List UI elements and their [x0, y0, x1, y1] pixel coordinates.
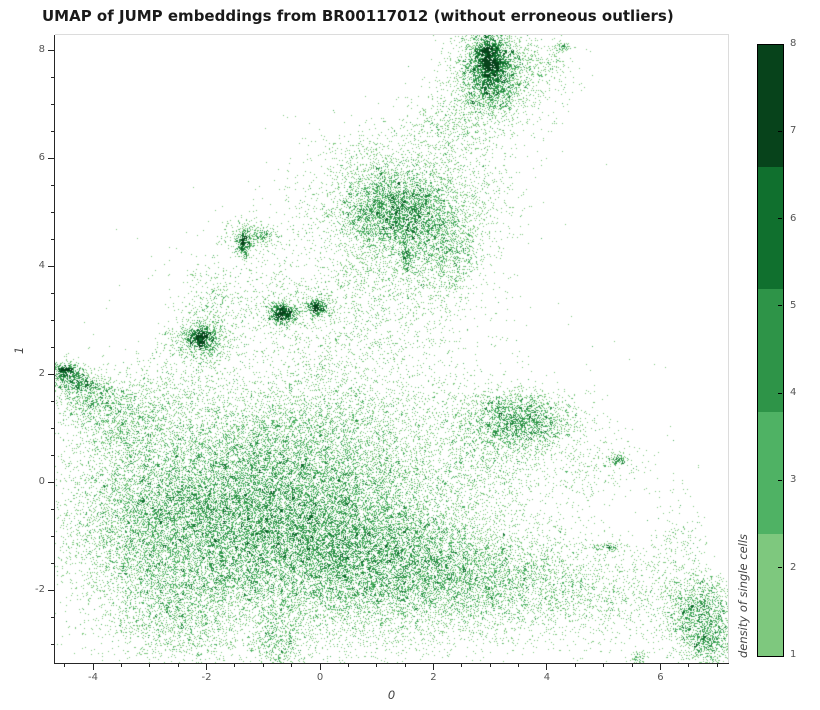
y-axis-minor-tick	[51, 454, 54, 456]
colorbar-tick-label: 1	[790, 649, 797, 660]
y-axis-tick-label: 8	[38, 44, 45, 56]
x-axis-minor-tick	[234, 664, 236, 667]
y-axis-tick-label: 6	[38, 152, 45, 164]
y-axis-minor-tick	[51, 346, 54, 348]
colorbar-tick-label: 3	[790, 474, 797, 486]
x-axis-minor-tick	[574, 664, 576, 667]
y-axis-label: 1	[12, 346, 26, 354]
colorbar-segment	[758, 533, 783, 656]
x-axis-minor-tick	[716, 664, 718, 667]
y-axis-tick-label: 0	[38, 476, 45, 488]
colorbar-tick	[778, 567, 782, 569]
plot-spine-top	[55, 34, 729, 35]
y-axis-tick	[48, 481, 54, 483]
x-axis-minor-tick	[347, 664, 349, 667]
colorbar-tick-label: 2	[790, 561, 797, 573]
y-axis-tick	[48, 589, 54, 591]
y-axis-minor-tick	[51, 76, 54, 78]
colorbar-segment	[758, 45, 783, 168]
x-axis-minor-tick	[461, 664, 463, 667]
y-axis-minor-tick	[51, 103, 54, 105]
plot-spine-bottom	[54, 663, 729, 664]
colorbar-tick-label: 4	[790, 387, 797, 399]
x-axis-minor-tick	[376, 664, 378, 667]
scatter-plot-canvas	[55, 35, 728, 663]
x-axis-tick-label: -4	[88, 672, 99, 683]
colorbar-segment	[758, 167, 783, 290]
x-axis-minor-tick	[688, 664, 690, 667]
y-axis-tick-label: 4	[38, 260, 45, 272]
colorbar-tick-label: 7	[790, 125, 797, 137]
y-axis-tick	[48, 373, 54, 375]
colorbar-segment	[758, 411, 783, 534]
x-axis-tick-label: 2	[430, 672, 437, 683]
colorbar-tick-label: 6	[790, 212, 797, 224]
x-axis-minor-tick	[149, 664, 151, 667]
x-axis-tick	[319, 664, 321, 670]
colorbar-tick	[778, 305, 782, 307]
chart-title: UMAP of JUMP embeddings from BR00117012 …	[42, 7, 674, 25]
y-axis-minor-tick	[51, 508, 54, 510]
y-axis-minor-tick	[51, 400, 54, 402]
x-axis-minor-tick	[631, 664, 633, 667]
x-axis-tick	[659, 664, 661, 670]
y-axis-minor-tick	[51, 562, 54, 564]
plot-spine-left	[54, 35, 55, 664]
x-axis-label: 0	[387, 688, 396, 702]
colorbar-label: density of single cells	[736, 533, 750, 658]
colorbar-tick-label: 8	[790, 38, 797, 49]
x-axis-tick	[206, 664, 207, 670]
x-axis-tick	[432, 664, 434, 670]
colorbar-tick-label: 5	[790, 299, 797, 311]
colorbar-tick	[778, 130, 782, 132]
colorbar	[757, 44, 784, 657]
colorbar-tick	[778, 392, 782, 394]
y-axis-minor-tick	[51, 643, 54, 645]
y-axis-minor-tick	[51, 130, 54, 132]
y-axis-tick	[48, 157, 54, 159]
y-axis-tick	[48, 49, 54, 51]
x-axis-minor-tick	[603, 664, 605, 667]
plot-spine-right	[728, 34, 729, 664]
x-axis-minor-tick	[518, 664, 520, 667]
colorbar-segment	[758, 289, 783, 412]
x-axis-minor-tick	[120, 664, 122, 667]
x-axis-minor-tick	[177, 664, 179, 667]
y-axis-minor-tick	[51, 427, 54, 429]
y-axis-minor-tick	[51, 319, 54, 321]
y-axis-minor-tick	[51, 184, 54, 186]
x-axis-tick-label: 0	[316, 672, 324, 683]
y-axis-minor-tick	[51, 211, 54, 213]
x-axis-tick-label: 4	[543, 672, 551, 683]
y-axis-minor-tick	[51, 535, 54, 537]
y-axis-minor-tick	[51, 292, 54, 294]
y-axis-tick-label: -2	[35, 584, 45, 596]
x-axis-tick	[546, 664, 548, 670]
colorbar-tick	[778, 479, 782, 481]
y-axis-minor-tick	[51, 616, 54, 618]
x-axis-minor-tick	[489, 664, 491, 667]
x-axis-tick	[92, 664, 94, 670]
x-axis-minor-tick	[64, 664, 66, 667]
x-axis-minor-tick	[262, 664, 264, 667]
y-axis-tick	[48, 265, 54, 267]
y-axis-minor-tick	[51, 238, 54, 240]
x-axis-tick-label: 6	[657, 672, 664, 683]
x-axis-minor-tick	[404, 664, 406, 667]
x-axis-tick-label: -2	[201, 672, 212, 683]
x-axis-minor-tick	[291, 664, 293, 667]
colorbar-tick	[778, 218, 782, 220]
y-axis-tick-label: 2	[38, 368, 45, 380]
